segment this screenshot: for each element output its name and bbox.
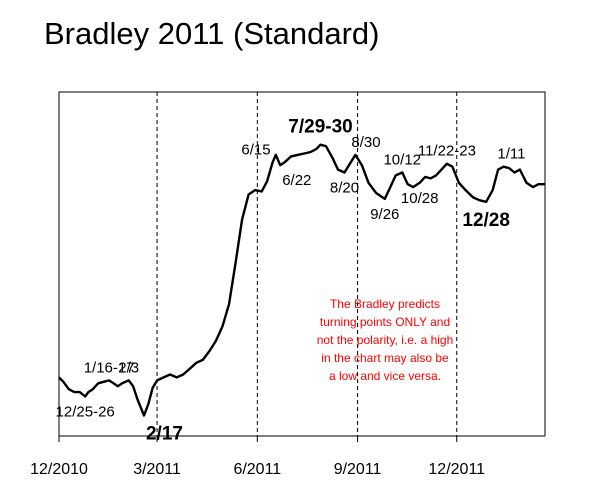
point-annotation: 2/17 xyxy=(146,424,183,445)
bradley-line xyxy=(58,143,545,417)
x-tick-label: 9/2011 xyxy=(334,461,382,478)
quarter-divider-lines xyxy=(156,92,458,436)
point-annotation: 2/3 xyxy=(118,359,139,376)
point-annotation: 6/22 xyxy=(282,172,311,189)
point-annotation: 1/16-17 xyxy=(84,359,135,376)
turning-point-annotations: 1/16-172/3 12/25-26 2/17 6/15 7/29-30 6/22 8/2… xyxy=(56,117,526,445)
x-tick-label: 12/2010 xyxy=(30,461,88,478)
point-annotation: 10/12 xyxy=(383,152,421,169)
x-tick-label: 6/2011 xyxy=(233,461,281,478)
point-annotation: 11/22-23 xyxy=(418,143,476,160)
x-axis: 12/2010 3/2011 6/2011 9/2011 12/2011 xyxy=(30,436,485,478)
point-annotation: 1/11 xyxy=(497,146,525,163)
point-annotation: 12/28 xyxy=(462,210,510,231)
x-tick-label: 12/2011 xyxy=(428,461,485,478)
x-tick-label: 3/2011 xyxy=(133,461,181,478)
plot-frame xyxy=(58,91,546,437)
note-line: The Bradley predicts xyxy=(330,297,440,311)
point-annotation: 8/30 xyxy=(351,134,380,151)
note-line: in the chart may also be xyxy=(321,351,449,365)
note-line: a low and vice versa. xyxy=(329,369,441,383)
chart-title: Bradley 2011 (Standard) xyxy=(44,16,380,51)
plot-border xyxy=(58,91,546,436)
point-annotation: 12/25-26 xyxy=(56,403,115,420)
point-annotation: 7/29-30 xyxy=(288,117,352,138)
point-annotation: 10/28 xyxy=(401,190,439,207)
bradley-note: The Bradley predicts turning points ONLY … xyxy=(317,297,454,383)
series-layer xyxy=(58,143,545,417)
point-annotation: 6/15 xyxy=(241,141,270,158)
point-annotation: 8/20 xyxy=(330,180,359,197)
note-line: not the polarity, i.e. a high xyxy=(317,333,454,347)
note-line: turning points ONLY and xyxy=(320,315,450,329)
point-annotation: 9/26 xyxy=(370,206,399,223)
